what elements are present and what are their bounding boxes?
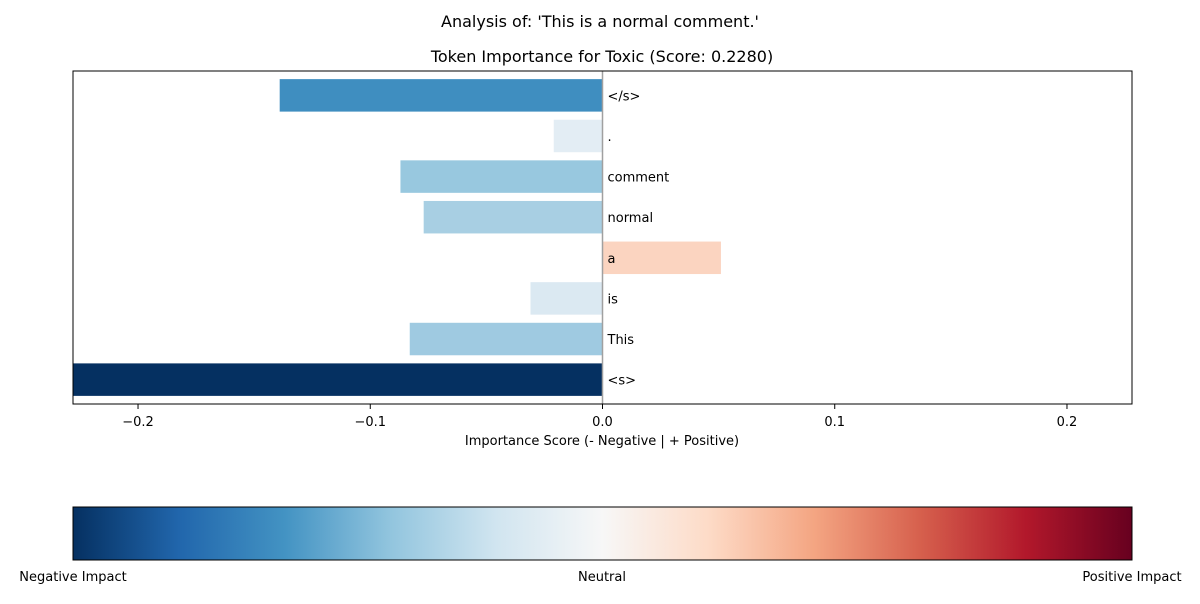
token-label: <s> <box>608 374 637 389</box>
bar <box>423 200 603 234</box>
x-axis-ticks: −0.2 −0.1 0.0 0.1 0.2 <box>122 404 1077 430</box>
bar <box>553 119 603 153</box>
x-tick-label: 0.2 <box>1057 415 1078 430</box>
token-label: normal <box>608 211 654 226</box>
token-label-group: <s> This is a normal comment. </s> <box>607 89 670 388</box>
chart-title: Token Importance for Toxic (Score: 0.228… <box>430 47 773 66</box>
x-tick-label: −0.1 <box>354 415 386 430</box>
colorbar-label-positive: Positive Impact <box>1082 570 1181 585</box>
token-label: This <box>607 333 635 348</box>
bar <box>530 282 603 315</box>
x-tick-label: 0.0 <box>592 415 613 430</box>
colorbar-label-negative: Negative Impact <box>19 570 126 585</box>
bar <box>602 241 721 275</box>
token-label: . <box>608 130 612 145</box>
colorbar-label-neutral: Neutral <box>578 570 626 585</box>
x-tick-label: −0.2 <box>122 415 154 430</box>
bar <box>73 363 603 396</box>
bar-group <box>73 79 721 396</box>
x-axis-label: Importance Score (- Negative | + Positiv… <box>465 434 739 449</box>
x-tick-label: 0.1 <box>824 415 845 430</box>
token-label: </s> <box>608 89 641 104</box>
figure-suptitle: Analysis of: 'This is a normal comment.' <box>441 12 759 31</box>
colorbar <box>72 506 1133 561</box>
bar <box>409 322 603 356</box>
token-label: a <box>608 252 616 267</box>
token-label: comment <box>608 171 670 186</box>
bar <box>400 160 603 193</box>
token-label: is <box>608 292 619 307</box>
bar <box>279 79 603 112</box>
